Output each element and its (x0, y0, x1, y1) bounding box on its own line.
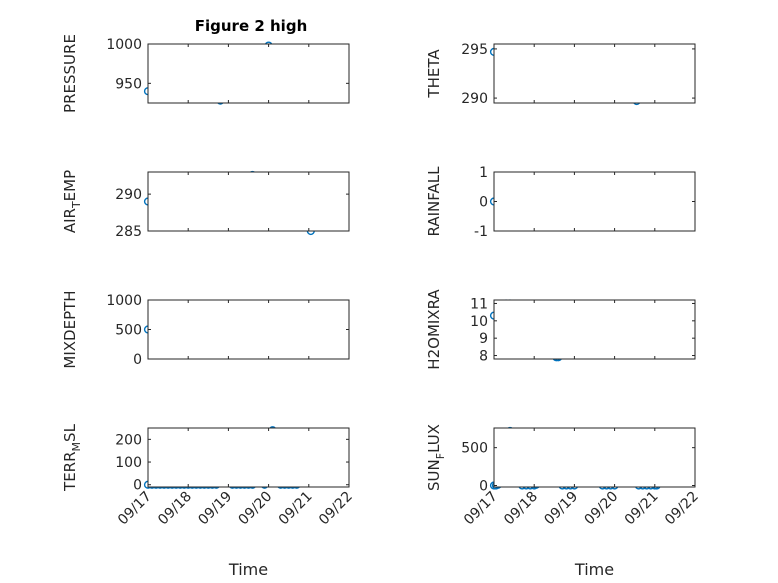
chart-2-ylabel-sub: T (70, 201, 83, 209)
chart-3-ylabel-main: RAINFALL (425, 166, 443, 237)
chart-4-mixdepth-axes: 0 500 1000 MIXDEPTH (61, 290, 350, 369)
chart-3-ylabel: RAINFALL (425, 166, 443, 237)
chart-4-ylabel: MIXDEPTH (61, 290, 79, 368)
chart-5-ytick-label: 9 (479, 331, 488, 347)
chart-2-ylabel-main: AIR (61, 208, 79, 233)
chart-3-rainfall-axes: -1 0 1 RAINFALL (425, 165, 696, 240)
chart-6-ylabel-main: TERR (61, 451, 79, 492)
chart-6-xlabel: Time (228, 560, 268, 579)
chart-0-axes-box (147, 43, 350, 104)
chart-4-ytick-label: 500 (115, 323, 142, 339)
chart-5-ylabel-main: H2OMIXRA (425, 289, 443, 370)
chart-4-ylabel-main: MIXDEPTH (61, 290, 79, 368)
chart-6-axes-box (147, 427, 350, 488)
chart-7-ylabel-after: LUX (425, 424, 443, 453)
chart-2-axes-box (147, 171, 350, 232)
chart-2-ytick-label: 285 (115, 224, 142, 240)
chart-2-ylabel: AIRTEMP (61, 170, 83, 233)
chart-5-ytick-label: 10 (470, 314, 488, 330)
chart-5-ytick-label: 8 (479, 349, 488, 365)
chart-0-pressure-axes: 950 1000 PRESSURE (61, 34, 350, 113)
chart-7-ylabel: SUNFLUX (425, 424, 447, 491)
chart-1-ytick-label: 295 (461, 42, 488, 58)
chart-4-axes-box (147, 299, 350, 360)
chart-5-h2omixra-axes: 8 910 11 H2OMIXRA (425, 289, 696, 370)
chart-2-air_temp-axes: 285 290 AIRTEMP (61, 170, 350, 240)
chart-1-ytick-label: 290 (461, 91, 488, 107)
chart-6-ylabel: TERRMSL (61, 423, 83, 492)
chart-3-axes-box (493, 171, 696, 232)
figure-title: Figure 2 high (195, 17, 308, 35)
chart-6-ylabel-after: SL (61, 423, 79, 442)
chart-0-ytick-label: 1000 (106, 37, 142, 53)
chart-3-ytick-label: 0 (479, 195, 488, 211)
chart-7-axes-box (493, 427, 696, 488)
chart-2-ylabel-after: EMP (61, 170, 79, 201)
chart-0-ylabel-main: PRESSURE (61, 34, 79, 113)
chart-0-ylabel: PRESSURE (61, 34, 79, 113)
chart-3-ytick-label: -1 (474, 224, 488, 240)
chart-7-ylabel-sub: F (434, 453, 447, 459)
chart-6-ytick-label: 100 (115, 455, 142, 471)
chart-2-ytick-label: 290 (115, 187, 142, 203)
chart-5-axes-box (493, 299, 696, 360)
chart-5-ylabel: H2OMIXRA (425, 289, 443, 370)
chart-3-ytick-label: 1 (479, 165, 488, 181)
chart-6-ylabel-sub: M (70, 442, 83, 452)
chart-1-ylabel-main: THETA (425, 49, 443, 99)
chart-1-axes-box (493, 43, 696, 104)
chart-6-ytick-label: 0 (133, 478, 142, 494)
chart-0-ytick-label: 950 (115, 76, 142, 92)
chart-4-ytick-label: 0 (133, 352, 142, 368)
chart-7-ytick-label: 500 (461, 441, 488, 457)
chart-6-ytick-label: 200 (115, 432, 142, 448)
chart-5-ytick-label: 11 (470, 296, 488, 312)
chart-1-theta-axes: 290 295 THETA (425, 42, 696, 107)
chart-7-ylabel-main: SUN (425, 459, 443, 491)
chart-1-ylabel: THETA (425, 49, 443, 99)
chart-4-ytick-label: 1000 (106, 293, 142, 309)
chart-7-xlabel: Time (574, 560, 614, 579)
chart-7-ytick-label: 0 (479, 478, 488, 494)
